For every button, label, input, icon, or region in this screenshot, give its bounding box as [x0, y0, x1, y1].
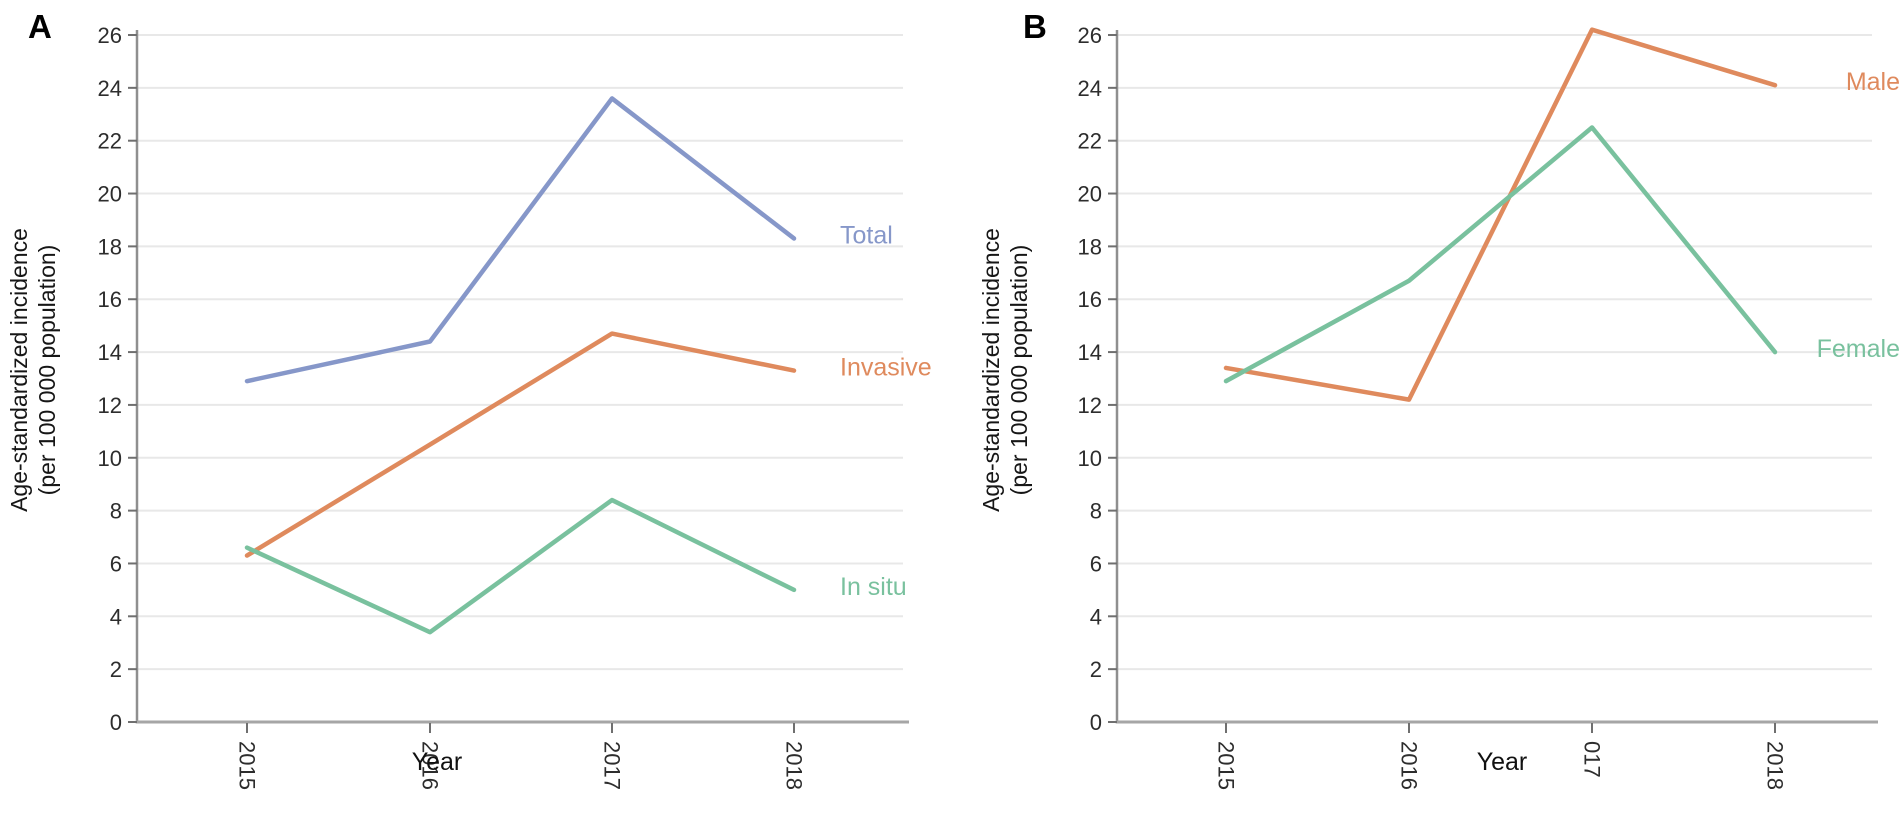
y-axis-title-line1: Age-standardized incidence: [978, 228, 1004, 512]
y-tick-label: 2: [110, 657, 122, 682]
y-tick-label: 14: [1078, 340, 1102, 365]
y-axis-title-line1: Age-standardized incidence: [6, 228, 32, 512]
series-line-male: [1223, 27, 1778, 402]
y-tick-label: 26: [98, 23, 122, 48]
panel-a-letter: A: [28, 8, 52, 45]
x-tick-label: 2015: [1214, 741, 1239, 790]
series-label-total: Total: [840, 221, 893, 249]
series-label-female: Female: [1817, 335, 1900, 363]
y-tick-label: 12: [98, 393, 122, 418]
x-tick-label: 2016: [1397, 741, 1422, 790]
y-tick-label: 6: [1090, 551, 1102, 576]
y-tick-label: 4: [110, 604, 122, 629]
y-tick-label: 20: [98, 182, 122, 207]
y-tick-label: 4: [1090, 604, 1102, 629]
y-tick-label: 24: [1078, 76, 1102, 101]
y-tick-label: 16: [98, 287, 122, 312]
series-line-invasive: [244, 331, 797, 558]
series-label-male: Male: [1846, 68, 1900, 96]
y-tick-label: 22: [1078, 129, 1102, 154]
panel-a-x-axis-title: Year: [411, 748, 463, 776]
y-tick-label: 10: [98, 446, 122, 471]
x-tick-label: 2017: [600, 741, 625, 790]
panel-a-y-axis-title: Age-standardized incidence (per 100 000 …: [5, 228, 61, 512]
y-tick-label: 16: [1078, 287, 1102, 312]
series-label-in-situ: In situ: [840, 573, 907, 601]
panel-b: 0 2 4 6 8 10 12 14 16 18 20 22 24 26 2015 2016 017 2018 Ma…: [952, 0, 1904, 825]
x-tick-label: 2018: [1763, 741, 1788, 790]
x-tick-label: 2016: [418, 741, 443, 790]
y-tick-label: 24: [98, 76, 122, 101]
panel-b-y-axis-title: Age-standardized incidence (per 100 000 …: [977, 228, 1033, 512]
panel-b-x-axis-title: Year: [1476, 748, 1528, 776]
y-tick-label: 20: [1078, 182, 1102, 207]
y-tick-label: 0: [1090, 710, 1102, 735]
y-axis-title-line2: (per 100 000 population): [34, 244, 60, 496]
y-axis-title-line2: (per 100 000 population): [1006, 244, 1032, 496]
panel-a: 0 2 4 6 8 10 12 14 16 18 20 22 24 26 2015 2016 2017 2018 T…: [5, 8, 932, 790]
y-tick-label: 8: [1090, 499, 1102, 524]
y-tick-label: 12: [1078, 393, 1102, 418]
series-line-in-situ: [244, 497, 797, 635]
series-line-female: [1223, 125, 1778, 384]
y-tick-label: 18: [1078, 234, 1102, 259]
x-tick-label: 2018: [782, 741, 807, 790]
y-tick-label: 22: [98, 129, 122, 154]
y-tick-label: 14: [98, 340, 122, 365]
series-label-invasive: Invasive: [840, 354, 932, 382]
y-tick-label: 2: [1090, 657, 1102, 682]
panel-b-letter: B: [1023, 8, 1047, 45]
y-tick-label: 8: [110, 499, 122, 524]
x-tick-label: 2015: [235, 741, 260, 790]
y-tick-label: 26: [1078, 23, 1102, 48]
y-tick-label: 0: [110, 710, 122, 735]
y-tick-label: 10: [1078, 446, 1102, 471]
y-tick-label: 18: [98, 234, 122, 259]
series-line-total: [244, 96, 797, 384]
x-tick-label: 017: [1580, 741, 1605, 778]
y-tick-label: 6: [110, 551, 122, 576]
